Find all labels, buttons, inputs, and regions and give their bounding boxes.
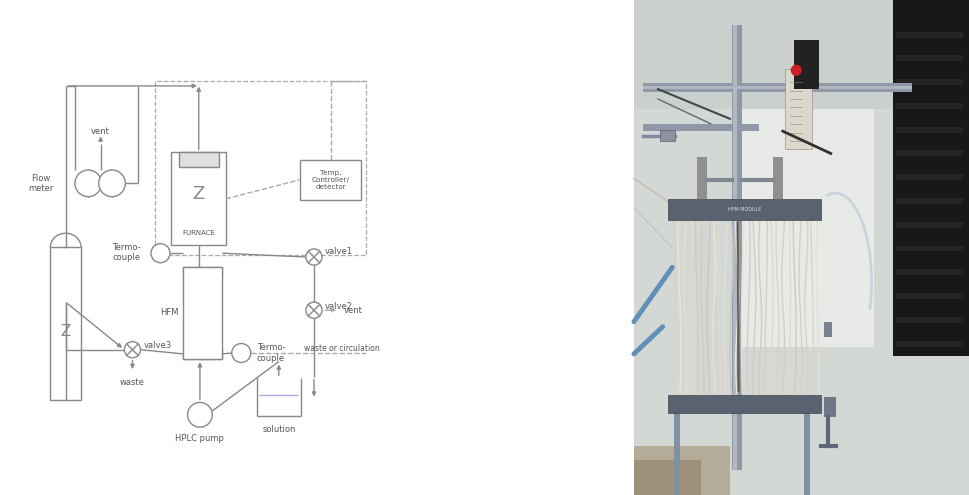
Bar (892, 0, 969, 356)
Text: valve2: valve2 (324, 302, 352, 311)
Bar (803, 413, 809, 495)
Text: Z: Z (60, 324, 71, 339)
Bar (894, 317, 962, 323)
Circle shape (791, 65, 800, 75)
Text: HPLC pump: HPLC pump (175, 434, 224, 443)
Bar (823, 322, 831, 337)
Bar (894, 32, 962, 38)
Bar (155, 81, 366, 254)
Circle shape (305, 249, 322, 265)
Bar (299, 159, 361, 200)
Bar (894, 79, 962, 85)
Bar (183, 348, 222, 359)
Bar (823, 397, 834, 417)
Circle shape (99, 170, 125, 197)
Bar (660, 130, 674, 141)
Text: HFM MODULE: HFM MODULE (727, 207, 761, 212)
Circle shape (305, 302, 322, 318)
Bar (667, 199, 821, 220)
Bar (784, 69, 811, 148)
Text: Z: Z (193, 185, 204, 203)
Bar (183, 266, 222, 359)
Bar (697, 157, 706, 199)
Text: vent: vent (91, 127, 109, 136)
Text: Termo-
couple: Termo- couple (111, 243, 141, 262)
Text: solution: solution (262, 425, 296, 434)
Bar (178, 152, 219, 167)
Bar (50, 248, 81, 399)
Circle shape (75, 170, 102, 197)
Text: valve1: valve1 (324, 248, 352, 256)
Text: vent: vent (343, 306, 362, 315)
Bar (172, 152, 226, 245)
Bar (894, 198, 962, 204)
Bar (894, 269, 962, 275)
Bar (793, 40, 818, 89)
Bar (489, 0, 634, 495)
Bar (894, 150, 962, 156)
Text: Temp.
Controller/
detector: Temp. Controller/ detector (311, 170, 349, 190)
Bar (894, 293, 962, 299)
Bar (634, 460, 701, 495)
Text: Flow
meter: Flow meter (28, 174, 53, 193)
Bar (642, 86, 912, 89)
Bar (894, 174, 962, 180)
Text: FURNACE: FURNACE (182, 230, 215, 236)
Text: waste: waste (120, 378, 144, 387)
Bar (894, 55, 962, 61)
Bar (894, 222, 962, 228)
Bar (642, 124, 758, 131)
Bar (772, 157, 782, 199)
Bar (731, 25, 741, 470)
Bar (673, 413, 679, 495)
Text: valve3: valve3 (143, 342, 172, 350)
Bar (894, 127, 962, 133)
Circle shape (124, 342, 141, 358)
Bar (183, 266, 222, 277)
Bar (738, 0, 873, 346)
Circle shape (187, 402, 212, 427)
Text: Termo-
couple: Termo- couple (257, 344, 285, 363)
Bar (894, 246, 962, 251)
Bar (894, 103, 962, 109)
Text: waste or circulation: waste or circulation (304, 344, 380, 353)
Bar (642, 83, 912, 92)
Circle shape (232, 344, 251, 362)
Bar (733, 25, 736, 470)
Text: HFM: HFM (160, 308, 178, 317)
Circle shape (151, 244, 170, 263)
Bar (894, 341, 962, 346)
Bar (634, 446, 729, 495)
Bar (667, 395, 821, 413)
Bar (634, 0, 897, 109)
Bar (634, 0, 969, 495)
